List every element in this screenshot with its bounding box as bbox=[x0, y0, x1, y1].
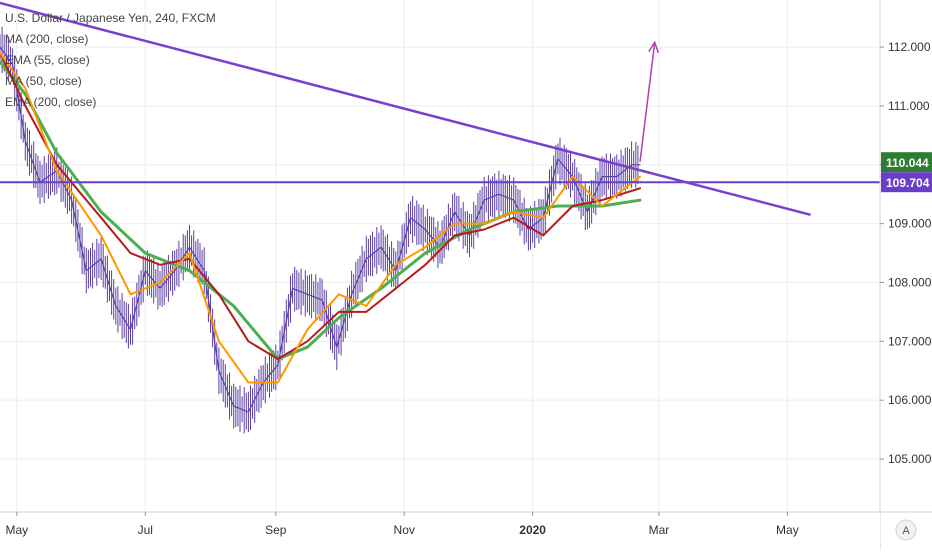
price-line[interactable] bbox=[0, 46, 641, 413]
auto-scale-button[interactable] bbox=[895, 519, 917, 541]
projection-arrow-line[interactable] bbox=[639, 42, 656, 162]
time-scale[interactable] bbox=[0, 512, 880, 550]
ma-200-line[interactable] bbox=[0, 60, 642, 361]
x-tick-label: Jul bbox=[138, 523, 153, 537]
legend-study-ema200[interactable]: EMA (200, close) bbox=[5, 95, 97, 109]
price-label-text: 109.704 bbox=[886, 176, 930, 190]
y-tick-label: 111.000 bbox=[888, 99, 930, 113]
x-tick-label: Mar bbox=[649, 523, 670, 537]
descending-trendline[interactable] bbox=[0, 1, 811, 217]
y-tick-label: 108.000 bbox=[888, 275, 932, 289]
x-tick-label: May bbox=[6, 523, 29, 537]
legend-study-ema55[interactable]: EMA (55, close) bbox=[5, 53, 90, 67]
legend-study-ma50[interactable]: MA (50, close) bbox=[5, 74, 82, 88]
price-label-box bbox=[881, 152, 932, 173]
x-tick-label: Nov bbox=[394, 523, 415, 537]
price-scale[interactable] bbox=[880, 0, 932, 512]
y-tick-label: 109.000 bbox=[888, 217, 932, 231]
ema-55-line[interactable] bbox=[0, 52, 641, 384]
y-tick-label: 105.000 bbox=[888, 452, 932, 466]
y-tick-label: 107.000 bbox=[888, 334, 932, 348]
legend-symbol[interactable]: U.S. Dollar / Japanese Yen, 240, FXCM bbox=[5, 11, 216, 25]
y-tick-label: 106.000 bbox=[888, 393, 932, 407]
x-tick-label: May bbox=[776, 523, 799, 537]
price-label-box bbox=[881, 172, 932, 193]
x-tick-label: 2020 bbox=[519, 523, 546, 537]
chart-legend: U.S. Dollar / Japanese Yen, 240, FXCM MA… bbox=[5, 8, 216, 113]
y-tick-label: 112.000 bbox=[888, 40, 931, 54]
legend-study-ma200[interactable]: MA (200, close) bbox=[5, 32, 89, 46]
x-tick-label: Sep bbox=[265, 523, 287, 537]
price-label-text: 110.044 bbox=[886, 156, 929, 170]
projection-arrow-head[interactable] bbox=[648, 40, 659, 54]
ma-50-line[interactable] bbox=[0, 52, 641, 360]
auto-scale-label[interactable]: A bbox=[902, 525, 910, 537]
